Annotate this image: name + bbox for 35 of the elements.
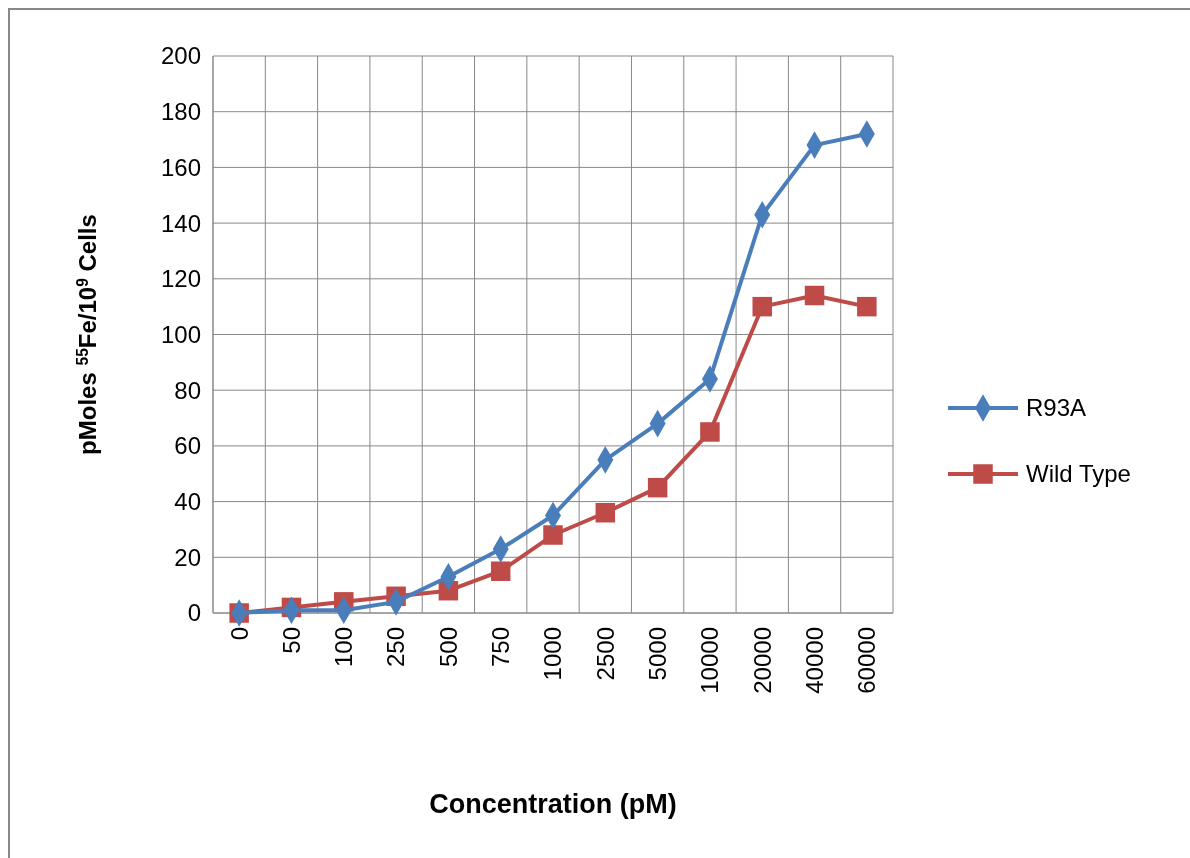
x-axis-title: Concentration (pM): [429, 789, 677, 819]
y-tick-label: 80: [174, 376, 201, 404]
y-tick-label: 200: [160, 42, 201, 70]
y-tick-label: 120: [160, 265, 201, 293]
y-tick-label: 40: [174, 488, 201, 515]
x-tick-label: 20000: [748, 627, 776, 694]
x-tick-label: 60000: [853, 627, 881, 694]
x-tick-label: 5000: [644, 627, 672, 681]
x-tick-label: 10000: [696, 627, 724, 694]
y-tick-label: 140: [160, 209, 201, 237]
point: [857, 296, 877, 317]
point: [595, 502, 616, 523]
x-tick-label: 750: [487, 627, 515, 668]
x-tick-label: 0: [225, 627, 253, 641]
y-tick-label: 0: [187, 599, 201, 627]
x-tick-label: 250: [382, 627, 410, 668]
x-tick-label: 50: [277, 627, 305, 654]
y-tick-label: 20: [174, 543, 201, 571]
point: [543, 525, 563, 545]
y-tick-label: 160: [160, 153, 201, 181]
x-tick-label: 100: [330, 627, 358, 668]
x-tick-label: 2500: [591, 627, 619, 681]
y-tick-label: 60: [174, 432, 201, 460]
x-tick-label: 500: [434, 627, 462, 668]
point: [700, 422, 720, 442]
point: [804, 285, 825, 306]
y-tick-label: 180: [160, 98, 201, 126]
y-tick-label: 100: [160, 320, 201, 348]
legend-label: Wild Type: [1026, 460, 1131, 488]
point: [490, 561, 511, 581]
x-tick-label: 40000: [800, 627, 828, 694]
legend-label: R93A: [1026, 394, 1087, 422]
x-tick-label: 1000: [539, 627, 567, 681]
point: [647, 477, 668, 498]
point: [752, 296, 772, 317]
